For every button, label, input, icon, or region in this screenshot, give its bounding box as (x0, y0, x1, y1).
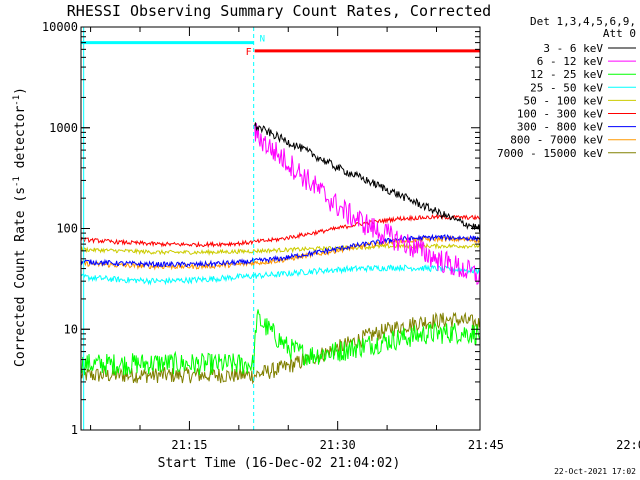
legend-label-8: 7000 - 15000 keV (497, 147, 603, 160)
legend-header-line: Att 0 (603, 27, 636, 40)
series-line-5 (81, 213, 480, 249)
legend-label-7: 800 - 7000 keV (510, 134, 603, 147)
chart-title: RHESSI Observing Summary Count Rates, Co… (67, 2, 491, 20)
series-group (81, 27, 480, 430)
y-axis-title: Corrected Count Rate (s-1 detector-1) (12, 87, 28, 367)
legend-label-0: 3 - 6 keV (543, 42, 603, 55)
legend-label-1: 6 - 12 keV (537, 55, 604, 68)
series-line-0 (254, 122, 480, 233)
series-line-3 (81, 264, 480, 286)
y-tick-label: 10 (64, 322, 78, 336)
x-tick-label: 21:30 (320, 438, 356, 452)
series-line-2 (81, 309, 480, 376)
legend-label-5: 100 - 300 keV (517, 108, 603, 121)
series-line-1 (254, 123, 480, 285)
x-tick-label: 22:00 (616, 438, 640, 452)
series-line-6 (81, 233, 480, 269)
plot-frame (80, 26, 481, 431)
legend-label-4: 50 - 100 keV (524, 94, 604, 107)
y-tick-label: 100 (56, 222, 78, 236)
y-tick-label: 1000 (49, 121, 78, 135)
generation-timestamp: 22-Oct-2021 17:02 (554, 467, 636, 476)
y-tick-label: 1 (71, 423, 78, 437)
x-tick-label: 21:45 (468, 438, 504, 452)
plot-area: FN (81, 27, 480, 430)
legend-label-6: 300 - 800 keV (517, 121, 603, 134)
saa-marker-label: N (260, 35, 265, 45)
x-axis-title: Start Time (16-Dec-02 21:04:02) (158, 456, 401, 471)
y-tick-label: 10000 (42, 20, 78, 34)
flare-marker-label: F (246, 47, 252, 58)
legend-label-2: 12 - 25 keV (530, 68, 603, 81)
legend-label-3: 25 - 50 keV (530, 81, 603, 94)
legend-header-line: Det 1,3,4,5,6,9, (530, 15, 636, 28)
axes: 11010010001000021:1521:3021:4522:0022:15… (42, 20, 640, 452)
series-line-8 (81, 311, 480, 385)
x-tick-label: 21:15 (171, 438, 207, 452)
